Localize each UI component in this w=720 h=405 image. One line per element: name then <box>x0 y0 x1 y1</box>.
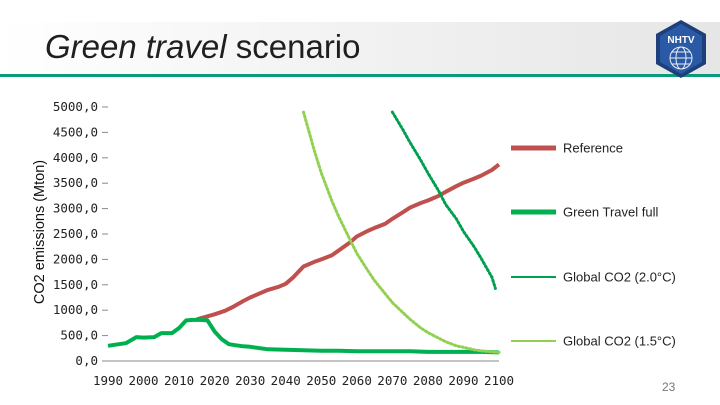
y-tick-label: 5000,0 <box>53 99 98 114</box>
page-number: 23 <box>662 380 676 394</box>
x-tick-label: 2080 <box>413 373 443 388</box>
legend: Reference Green Travel full Global CO2 (2.… <box>511 141 676 349</box>
y-tick-label: 2500,0 <box>53 226 98 241</box>
x-tick-label: 2040 <box>271 373 301 388</box>
series-layer <box>107 110 501 355</box>
slide-title-emphasis: Green travel <box>45 28 227 65</box>
y-axis-ticks: 0,0 500,0 1000,0 1500,0 2000,0 2500,0 3000,0 35… <box>53 99 108 368</box>
series-line-global-co2-2-0-c <box>390 110 497 290</box>
y-tick-label: 2000,0 <box>53 251 98 266</box>
header-accent-line <box>0 74 720 77</box>
y-tick-label: 4500,0 <box>53 124 98 139</box>
x-tick-label: 2020 <box>200 373 230 388</box>
x-tick-label: 2000 <box>128 373 158 388</box>
x-tick-label: 2070 <box>377 373 407 388</box>
nhtv-logo: NHTV <box>656 20 706 78</box>
y-tick-label: 500,0 <box>60 328 98 343</box>
x-tick-label: 2060 <box>342 373 372 388</box>
x-tick-label: 2050 <box>306 373 336 388</box>
series-line-global-co2-1-5-c <box>302 110 501 354</box>
y-tick-label: 3000,0 <box>53 201 98 216</box>
y-tick-label: 1500,0 <box>53 277 98 292</box>
series-line-reference <box>196 162 501 322</box>
x-tick-label: 1990 <box>93 373 123 388</box>
legend-label-green-travel-full: Green Travel full <box>563 205 658 220</box>
logo-globe <box>669 46 693 70</box>
slide-title-rest: scenario <box>226 28 361 65</box>
series-line-green-travel-full <box>107 317 500 355</box>
y-tick-label: 4000,0 <box>53 150 98 165</box>
legend-label-global-co2-1-5-c: Global CO2 (1.5°C) <box>563 334 676 349</box>
y-tick-label: 0,0 <box>75 353 98 368</box>
x-tick-label: 2100 <box>484 373 514 388</box>
x-tick-label: 2090 <box>448 373 478 388</box>
legend-label-global-co2-2-0-c: Global CO2 (2.0°C) <box>563 270 676 285</box>
slide-title: Green travel scenario <box>45 28 361 66</box>
header-band <box>0 22 720 74</box>
legend-label-reference: Reference <box>563 141 623 156</box>
logo-text: NHTV <box>667 35 695 46</box>
x-tick-label: 2030 <box>235 373 265 388</box>
y-tick-label: 1000,0 <box>53 302 98 317</box>
x-axis-ticks: 1990 2000 2010 2020 2030 2040 2050 2060 2070 2080… <box>93 373 514 388</box>
y-tick-label: 3500,0 <box>53 175 98 190</box>
y-axis-label: CO2 emissions (Mton) <box>32 160 48 304</box>
x-tick-label: 2010 <box>164 373 194 388</box>
